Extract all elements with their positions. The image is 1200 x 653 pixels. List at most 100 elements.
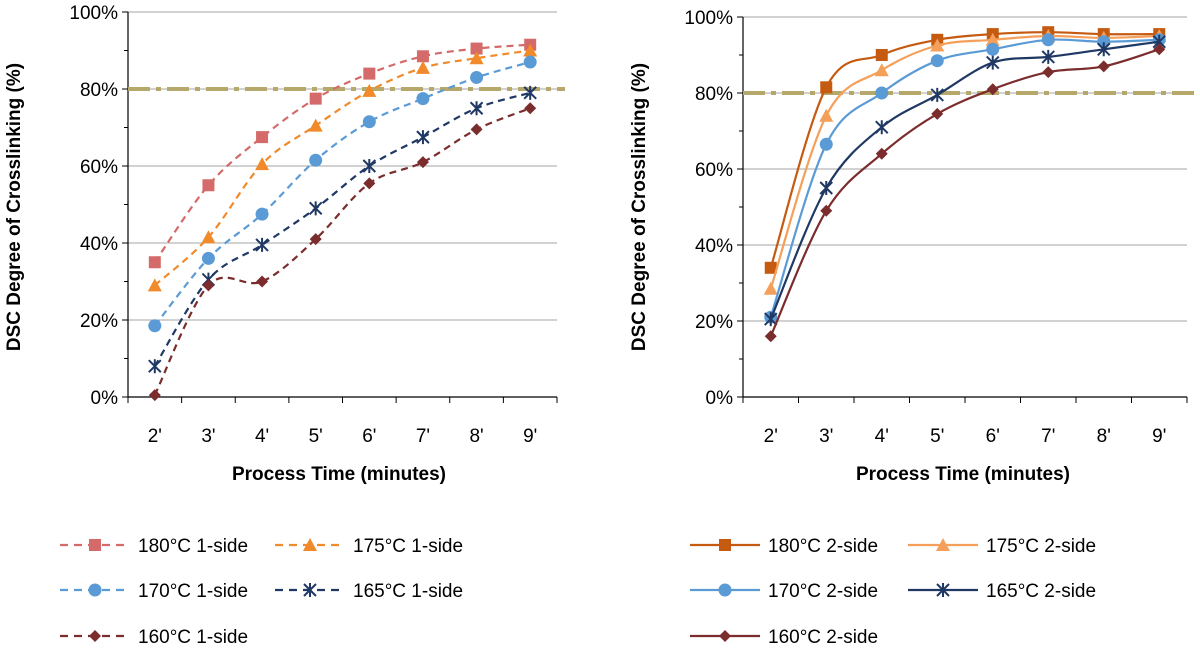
data-point [469,51,484,65]
data-point [416,92,430,106]
data-point [362,115,376,129]
legend-label: 160°C 1-side [138,627,248,648]
x-tick-label: 9' [523,426,537,447]
data-point [523,43,538,57]
data-point [1042,66,1055,79]
data-point [470,42,483,55]
series-165-c-2-side [764,34,1166,327]
data-point [363,67,376,80]
data-point [1041,49,1055,64]
data-point [764,261,777,274]
legend-label: 170°C 1-side [138,581,248,602]
data-point [819,108,834,122]
data-point [819,137,833,151]
y-tick-label: 60% [80,157,118,178]
data-point [148,319,162,333]
legend-marker [718,583,732,597]
y-tick-label: 0% [91,388,119,409]
data-point [763,281,778,295]
legend-entry: 175°C 1-side [275,536,463,557]
data-point [255,237,269,252]
legend-entry: 165°C 1-side [275,581,463,602]
legend-marker [89,539,101,551]
legend-marker [936,583,950,597]
legend-label: 170°C 2-side [768,581,878,602]
legend-marker [88,583,102,597]
data-point [470,70,484,84]
x-tick-label: 3' [201,426,215,447]
data-point [820,81,833,94]
x-axis-title: Process Time (minutes) [232,464,446,485]
data-point [255,207,269,221]
x-tick-label: 2' [764,426,778,447]
data-point [416,50,429,63]
y-tick-label: 20% [80,311,118,332]
data-point [1097,42,1111,57]
legend-label: 175°C 1-side [353,536,463,557]
x-tick-label: 4' [255,426,269,447]
data-point [985,32,1000,46]
data-point [930,38,945,52]
data-point [524,102,537,115]
y-tick-label: 40% [80,234,118,255]
data-point [764,312,778,327]
data-point [415,60,430,74]
legend-label: 175°C 2-side [986,536,1096,557]
x-tick-label: 8' [1097,426,1111,447]
data-point [416,156,429,169]
data-point [201,230,216,244]
series-line [769,34,1160,290]
data-point [930,54,944,68]
data-point [875,49,888,61]
data-point [523,85,537,100]
data-point [469,101,484,116]
y-axis-title: DSC Degree of Crosslinking (%) [4,63,25,351]
y-axis-title: DSC Degree of Crosslinking (%) [629,63,650,351]
x-tick-label: 5' [309,426,323,447]
y-tick-label: 60% [695,160,733,181]
legend-entry: 175°C 2-side [908,536,1096,557]
data-point [201,251,215,265]
data-point [470,123,483,136]
legend-marker [719,630,731,642]
legend-label: 160°C 2-side [768,627,878,648]
x-tick-label: 7' [1041,426,1055,447]
data-point [820,204,833,217]
data-point [523,55,537,69]
data-point [148,256,161,269]
legend-label: 180°C 2-side [768,536,878,557]
legend-marker [89,630,101,642]
x-tick-label: 2' [148,426,162,447]
y-tick-label: 40% [695,236,733,257]
y-tick-label: 0% [706,388,734,409]
legend-entry: 170°C 2-side [690,581,878,602]
data-point [986,55,1000,70]
legend-marker [303,538,317,551]
data-point [308,118,323,132]
series-160-c-1-side [148,102,537,402]
data-point [875,86,889,100]
legend-entry: 180°C 2-side [690,536,878,557]
y-tick-label: 100% [684,8,733,29]
data-point [148,359,162,374]
series-line [153,91,531,367]
series-line [154,49,531,287]
legend-marker [936,538,950,551]
legend-entry: 160°C 2-side [690,627,878,648]
data-point [764,330,777,343]
legend-label: 180°C 1-side [138,536,248,557]
data-point [202,279,215,292]
legend-entry: 170°C 1-side [60,581,248,602]
series-170-c-2-side [764,33,1166,324]
data-point [256,131,269,144]
data-point [256,275,269,288]
data-point [147,278,162,292]
chart-two-side: 0% 20% 40% 60% 80% 100% 2' 3' 4' 5' 6' 7' 8' 9' Proc… [629,8,1195,648]
chart-one-side: 0% 20% 40% 60% 80% 100% 2' 3' 4' 5' 6' 7' 8' 9' Proc… [4,3,565,648]
data-point [148,389,161,402]
legend-entry: 160°C 1-side [60,627,248,648]
data-point [255,157,270,171]
x-tick-label: 9' [1152,426,1166,447]
